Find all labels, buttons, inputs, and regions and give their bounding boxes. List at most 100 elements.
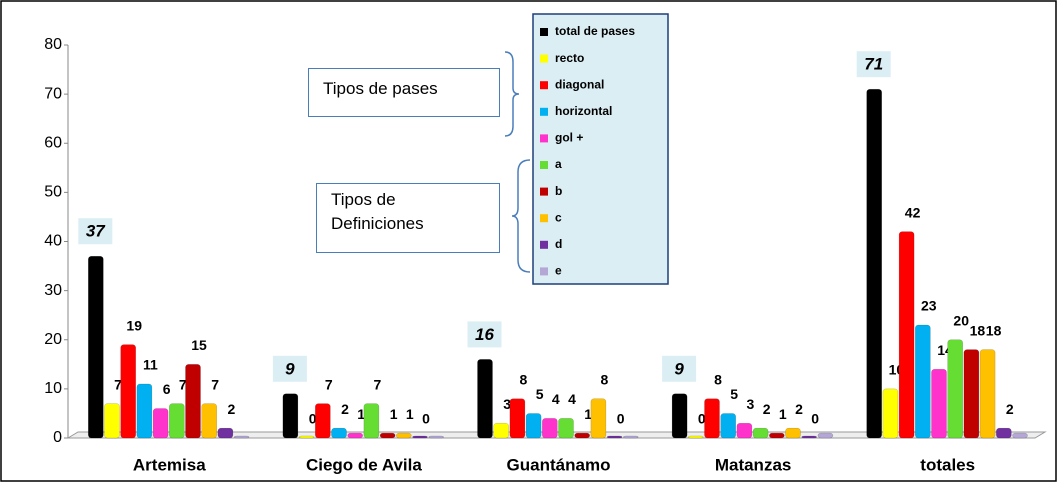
y-tick-label: 30: [44, 282, 62, 299]
data-label: 1: [584, 406, 592, 422]
x-tick-label: Matanzas: [715, 455, 792, 474]
legend-label: recto: [555, 51, 584, 65]
bar: [688, 435, 704, 439]
legend-swatch: [540, 240, 548, 249]
data-label: 4: [552, 391, 560, 407]
x-tick-label: Guantánamo: [507, 455, 611, 474]
bar: [542, 418, 558, 439]
bar: [152, 408, 169, 439]
data-label: 0: [309, 411, 317, 427]
bar: [363, 403, 380, 439]
bar: [509, 398, 526, 439]
data-label: 9: [674, 359, 684, 378]
legend-label: e: [555, 264, 562, 278]
bar: [331, 427, 347, 439]
bar: [882, 388, 899, 439]
bar: [769, 432, 785, 439]
bar: [217, 427, 234, 439]
data-label: 2: [763, 401, 771, 417]
bar: [671, 393, 688, 439]
y-tick-label: 70: [44, 85, 62, 102]
y-tick-label: 10: [44, 380, 62, 397]
data-label: 3: [503, 396, 511, 412]
data-label: 16: [475, 325, 494, 344]
bar: [120, 344, 136, 439]
label-box: [662, 355, 697, 382]
bar: [233, 435, 250, 439]
data-label: 1: [406, 406, 414, 422]
legend-label: diagonal: [555, 77, 604, 91]
data-label: 19: [126, 317, 142, 333]
bar: [493, 423, 509, 439]
bar: [931, 368, 947, 439]
bar: [979, 349, 996, 439]
data-label: 8: [520, 371, 528, 387]
bar: [898, 231, 915, 439]
data-label: 11: [143, 357, 158, 373]
data-label: 7: [325, 376, 333, 392]
bar: [428, 435, 444, 439]
data-label: 0: [698, 411, 706, 427]
annotation: Tipos de pases: [308, 68, 500, 117]
bar: [412, 435, 428, 439]
legend-swatch: [540, 54, 548, 63]
x-tick-label: Artemisa: [133, 455, 206, 474]
bar: [996, 427, 1012, 439]
data-label: 8: [601, 371, 609, 387]
bar: [136, 383, 153, 439]
bar: [574, 432, 590, 439]
data-label: 0: [422, 411, 430, 427]
data-label: 15: [191, 337, 207, 353]
data-label: 1: [390, 406, 398, 422]
brace: [504, 51, 520, 137]
label-box: [272, 355, 307, 382]
label-box: [78, 218, 113, 245]
data-label: 3: [747, 396, 755, 412]
bar: [347, 432, 363, 439]
bar: [963, 349, 980, 439]
legend-swatch: [540, 161, 548, 169]
bar: [379, 432, 396, 439]
data-label: 71: [864, 55, 883, 74]
legend-box: [532, 13, 669, 285]
data-label: 7: [374, 376, 382, 392]
x-tick-label: Ciego de Avila: [306, 455, 422, 474]
legend-swatch: [540, 28, 548, 36]
bar: [736, 423, 753, 439]
data-label: 9: [285, 359, 295, 378]
legend-swatch: [540, 187, 548, 196]
bar: [623, 435, 639, 439]
legend-label: total de pases: [555, 24, 635, 38]
data-label: 1: [779, 406, 787, 422]
data-label: 6: [163, 381, 171, 397]
data-label: 2: [228, 401, 236, 417]
bar: [88, 255, 104, 439]
data-label: 0: [617, 411, 625, 427]
legend-swatch: [540, 134, 548, 143]
bar: [298, 435, 315, 439]
data-label: 2: [795, 401, 803, 417]
bar: [704, 398, 720, 439]
y-tick-label: 0: [53, 429, 62, 446]
y-tick-label: 40: [44, 233, 62, 250]
bar: [866, 88, 882, 439]
data-label: 2: [1006, 401, 1014, 417]
label-box: [856, 51, 891, 78]
data-label: 2: [341, 401, 349, 417]
data-label: 18: [986, 322, 1002, 338]
legend-label: c: [555, 210, 562, 224]
data-label: 42: [905, 204, 921, 220]
label-box: [467, 321, 502, 348]
data-label: 0: [811, 411, 819, 427]
bar: [315, 403, 331, 439]
y-tick-label: 80: [44, 36, 62, 53]
bar: [606, 435, 623, 439]
y-tick-label: 60: [44, 134, 62, 151]
data-label: 1: [357, 406, 365, 422]
data-label: 20: [953, 312, 969, 328]
bar: [1012, 432, 1028, 439]
data-label: 5: [730, 386, 738, 402]
bar: [185, 364, 201, 439]
data-label: 37: [86, 222, 106, 241]
bar: [104, 403, 120, 439]
